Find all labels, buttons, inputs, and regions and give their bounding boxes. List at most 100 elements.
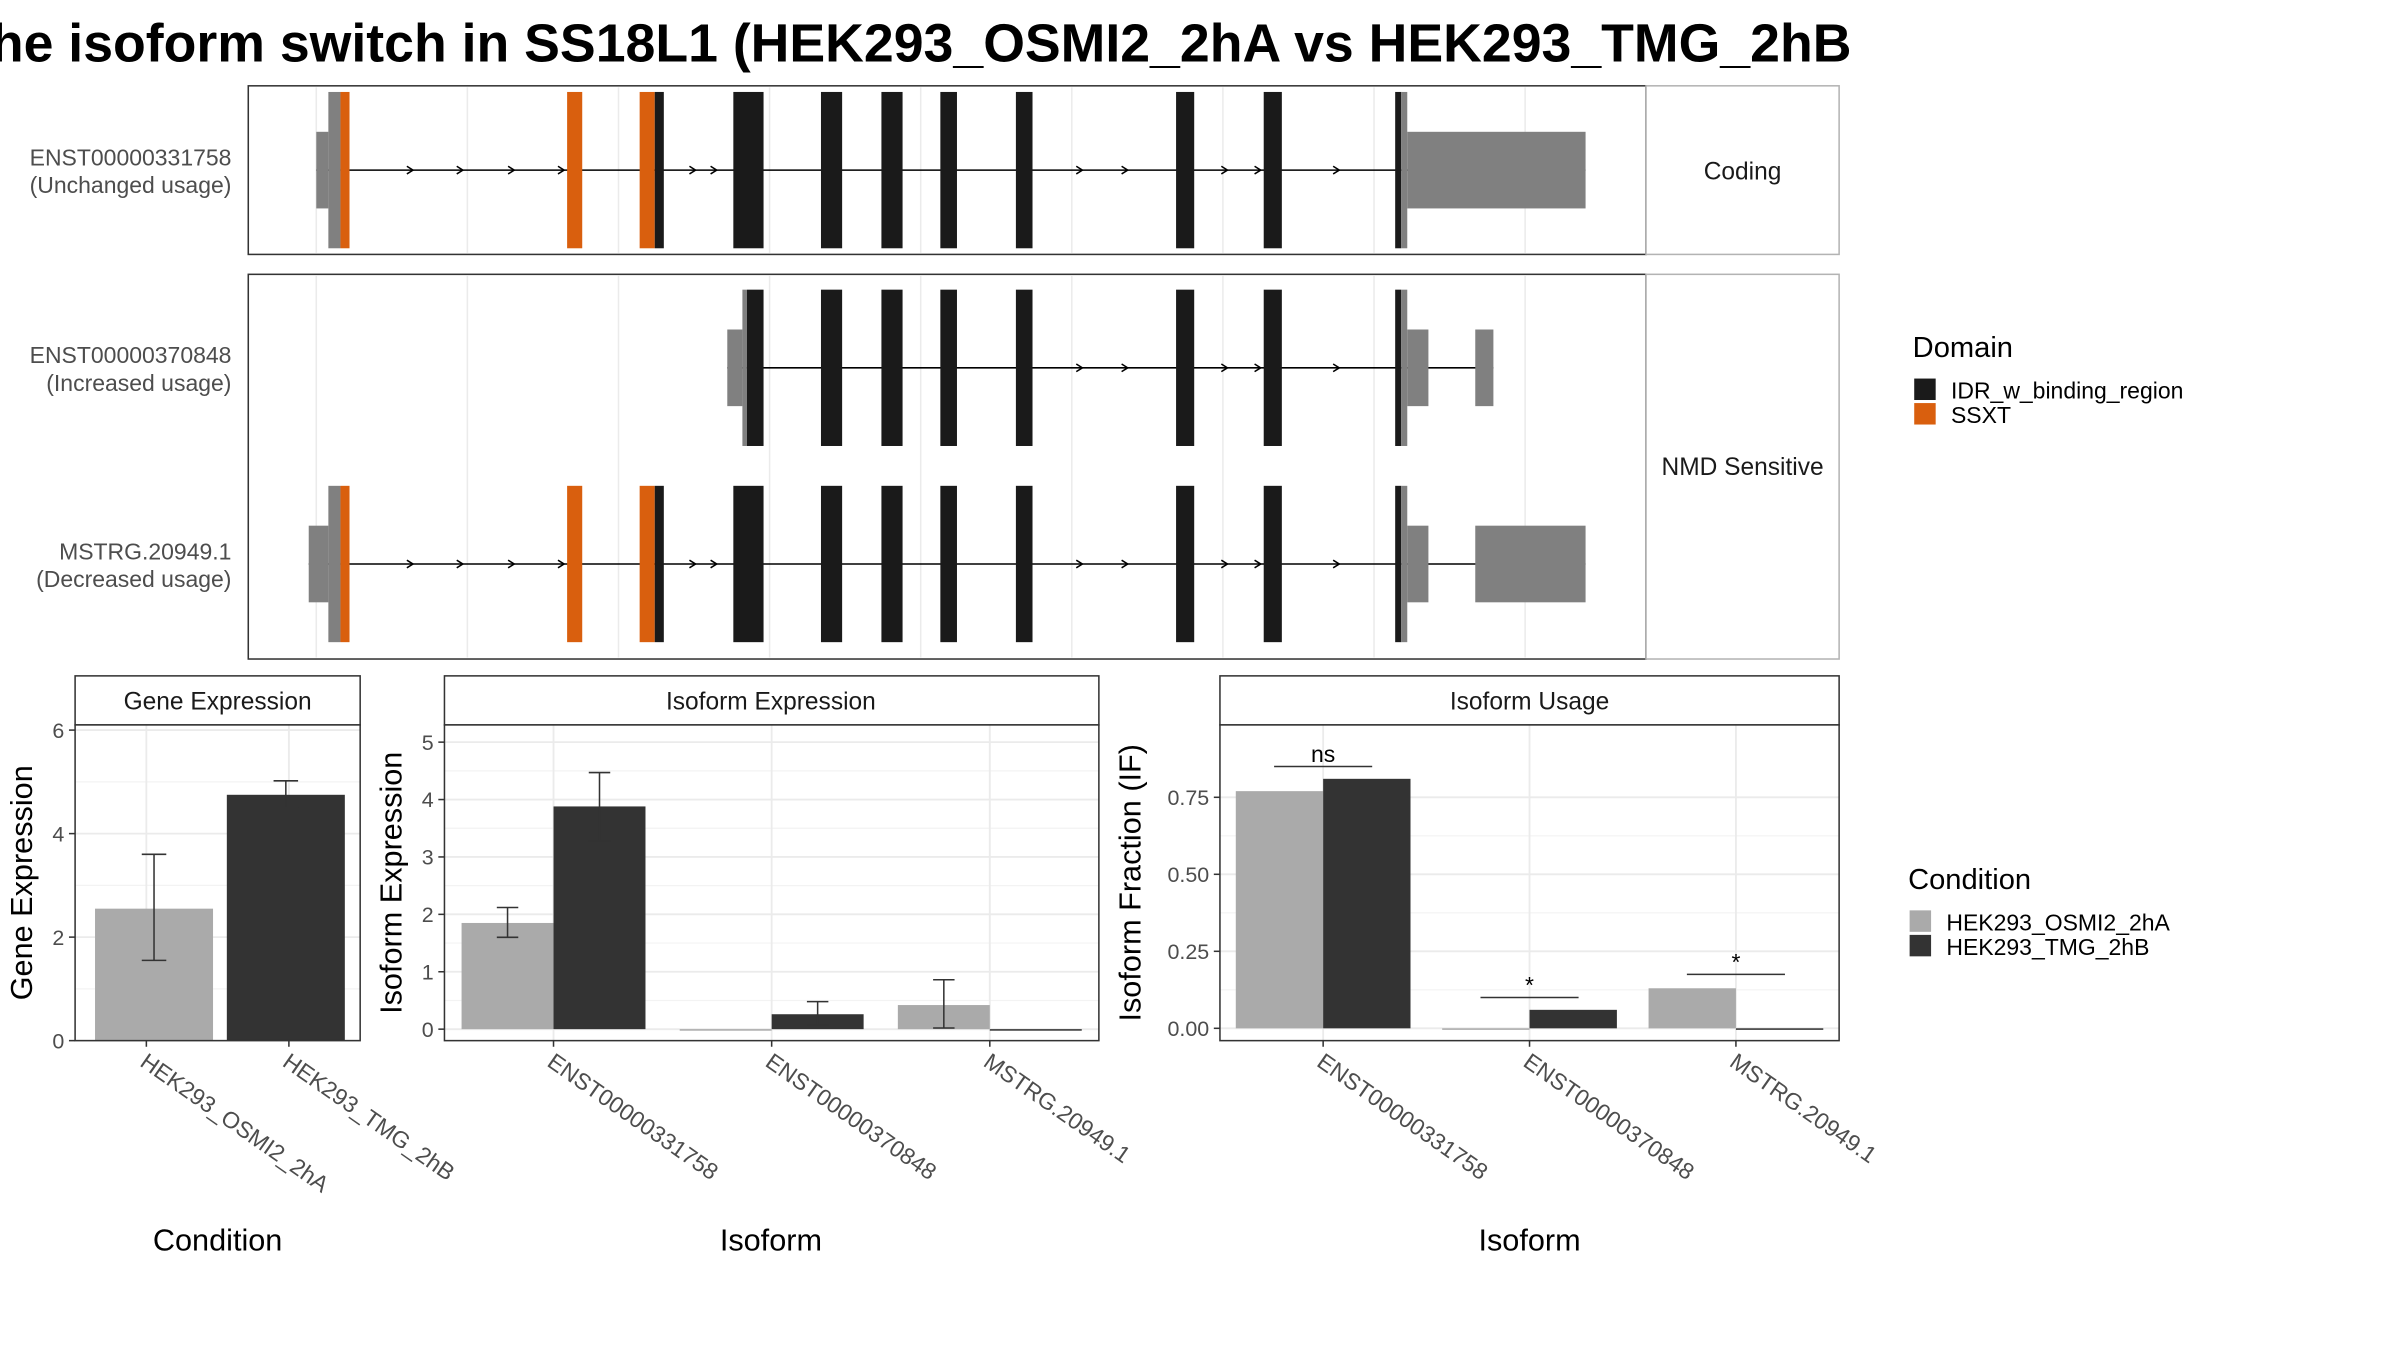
utr-exon [316, 131, 329, 209]
significance-label: ns [1311, 741, 1335, 767]
strand-arrow [1075, 559, 1084, 569]
figure-title: he isoform switch in SS18L1 (HEK293_OSMI… [0, 13, 1851, 73]
strand-arrow [1121, 559, 1130, 569]
strand-arrow [1121, 363, 1130, 373]
legend-label-cond-a: HEK293_OSMI2_2hA [1946, 909, 2170, 935]
chart-frame [74, 724, 361, 1042]
bar [461, 922, 554, 1030]
condition-legend: Condition HEK293_OSMI2_2hA HEK293_TMG_2h… [1908, 864, 2170, 960]
strand-arrow [1075, 363, 1084, 373]
strand-arrow [507, 559, 516, 569]
strand-arrow [689, 559, 698, 569]
significance-label: * [1731, 949, 1740, 975]
transcript-structure: Coding NMD Sensitive ENST00000331758 (Un… [30, 85, 1840, 660]
x-tick-label: ENST00000331758 [1313, 1048, 1493, 1185]
bar [1323, 778, 1411, 1029]
x-tick-label: MSTRG.20949.1 [979, 1048, 1135, 1168]
domain-exon-idr [1176, 91, 1195, 249]
transcript-usage: (Decreased usage) [36, 566, 231, 592]
strand-arrow [1075, 165, 1084, 175]
domain-exon-idr [820, 289, 843, 446]
domain-exon-ssxt [639, 91, 655, 249]
domain-exon-idr [940, 485, 957, 643]
isoform-usage-chart: Isoform Usage 0.00 0.25 0.50 0.75 ENST000003… [1113, 675, 1881, 1258]
panel-nmd-label: NMD Sensitive [1662, 454, 1824, 481]
transcript-track [316, 91, 1586, 249]
transcript-usage: (Unchanged usage) [30, 172, 232, 198]
strand-arrow [1254, 559, 1263, 569]
y-tick-label: 2 [52, 926, 64, 950]
strand-arrow [456, 559, 465, 569]
domain-legend-title: Domain [1913, 332, 2013, 364]
y-axis-title: Gene Expression [5, 765, 39, 1000]
panel-coding-label: Coding [1704, 158, 1782, 185]
domain-exon-idr [733, 485, 764, 643]
utr-exon [1475, 525, 1586, 603]
domain-exon-idr [746, 289, 764, 446]
legend-label-cond-b: HEK293_TMG_2hB [1946, 934, 2149, 960]
bar [1648, 988, 1736, 1029]
utr-exon [1407, 329, 1429, 407]
domain-exon-idr [1263, 289, 1282, 446]
utr-exon [1407, 131, 1586, 209]
strand-arrow [1332, 363, 1341, 373]
strand-arrow [406, 165, 415, 175]
strand-arrow [1254, 165, 1263, 175]
bar [553, 806, 646, 1030]
cds-exon [1401, 91, 1408, 249]
y-tick-label: 0 [52, 1029, 64, 1053]
transcript-track [727, 289, 1494, 446]
chart-strip [74, 675, 361, 726]
x-axis-title: Isoform [720, 1224, 822, 1258]
strand-arrow [689, 165, 698, 175]
strand-arrow [557, 559, 566, 569]
utr-exon [308, 525, 329, 603]
domain-exon-ssxt [567, 91, 583, 249]
y-tick-label: 4 [52, 822, 64, 846]
bar [226, 794, 345, 1041]
cds-exon [328, 485, 341, 643]
domain-exon-idr [1263, 91, 1282, 249]
domain-exon-idr [1015, 289, 1033, 446]
bar [989, 1029, 1082, 1031]
transcript-id: ENST00000370848 [30, 342, 232, 368]
legend-swatch-ssxt [1914, 403, 1936, 425]
gene-expression-chart: Gene Expression 0246HEK293_OSMI2_2hAHEK2… [5, 675, 460, 1258]
chart-frame [443, 724, 1100, 1042]
x-tick-label: ENST00000370848 [761, 1048, 941, 1185]
legend-swatch-cond-a [1909, 910, 1932, 932]
chart-frame [1219, 724, 1840, 1042]
y-axis-title: Isoform Expression [375, 752, 409, 1014]
transcript-tracks [308, 91, 1586, 643]
y-tick-label: 1 [422, 960, 434, 984]
x-tick-label: MSTRG.20949.1 [1725, 1048, 1881, 1168]
transcript-id: ENST00000331758 [30, 145, 232, 171]
strand-arrow [456, 165, 465, 175]
legend-label-ssxt: SSXT [1951, 402, 2011, 428]
x-tick-label: ENST00000370848 [1519, 1048, 1699, 1185]
strand-arrow [710, 165, 719, 175]
transcript-id: MSTRG.20949.1 [59, 538, 231, 564]
strand-arrow [406, 559, 415, 569]
chart-strip [443, 675, 1100, 726]
domain-exon-idr [1176, 289, 1195, 446]
domain-exon-idr [1395, 289, 1402, 446]
transcript-track [308, 485, 1586, 643]
bar [1442, 1028, 1530, 1030]
strand-arrow [507, 165, 516, 175]
domain-exon-idr [820, 485, 843, 643]
x-tick-label: ENST00000331758 [543, 1048, 723, 1185]
strand-arrow [1254, 363, 1263, 373]
x-axis-title: Isoform [1478, 1224, 1580, 1258]
domain-exon-idr [1176, 485, 1195, 643]
chart-plot-area: 0.00 0.25 0.50 0.75 ENST00000331758 ENST00000… [1167, 724, 1881, 1185]
strand-arrow [1220, 363, 1229, 373]
bar [1529, 1009, 1617, 1029]
domain-exon-idr [1015, 485, 1033, 643]
y-tick-label: 6 [52, 719, 64, 743]
cds-exon [1401, 485, 1408, 643]
chart-plot-area: 0 1 2 3 4 5 ENST00000331758 ENST00000370848 MSTR… [422, 724, 1135, 1185]
domain-exon-idr [654, 91, 664, 249]
